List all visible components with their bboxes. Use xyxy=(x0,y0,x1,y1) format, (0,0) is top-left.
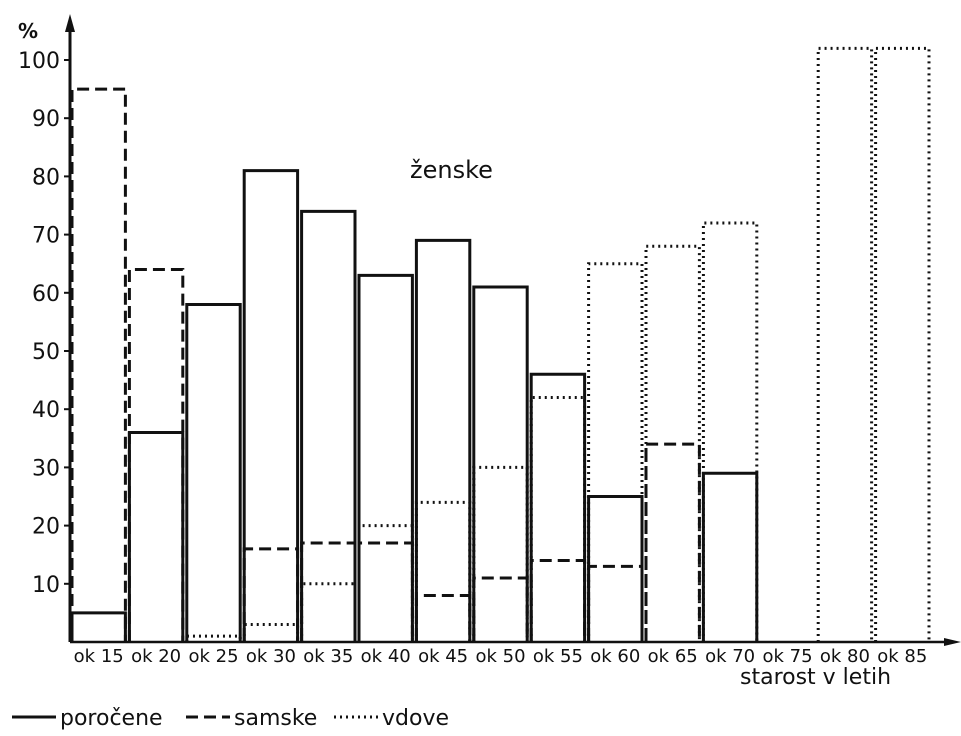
x-tick-label: ok 60 xyxy=(590,646,640,667)
bar-poročene xyxy=(185,302,242,642)
x-axis-label: starost v letih xyxy=(740,665,891,690)
legend-label: vdove xyxy=(382,706,449,731)
x-tick-label: ok 35 xyxy=(303,646,353,667)
bar-poročene xyxy=(70,611,127,642)
y-tick-label: 10 xyxy=(32,573,60,598)
bar-poročene xyxy=(472,285,529,642)
bar-samske xyxy=(414,593,472,642)
bar-poročene xyxy=(242,169,300,642)
bar-vdove xyxy=(529,396,587,642)
bar-poročene xyxy=(300,209,357,642)
bar-vdove xyxy=(816,46,874,642)
x-tick-label: ok 80 xyxy=(820,646,870,667)
x-tick-label: ok 20 xyxy=(131,646,181,667)
chart-title: ženske xyxy=(410,156,493,184)
bar-vdove xyxy=(242,623,300,642)
bar-samske xyxy=(472,576,529,642)
y-tick-label: 60 xyxy=(32,282,60,307)
x-tick-label: ok 65 xyxy=(648,646,698,667)
bar-poročene xyxy=(127,430,185,642)
bar-poročene xyxy=(357,273,414,642)
x-tick-label: ok 40 xyxy=(361,646,411,667)
legend-label: poročene xyxy=(60,706,163,731)
bar-samske xyxy=(529,559,587,642)
bar-vdove xyxy=(874,46,931,642)
x-axis-arrow xyxy=(944,638,961,646)
legend-label: samske xyxy=(234,706,317,731)
y-tick-label: 30 xyxy=(32,456,60,481)
bar-samske xyxy=(70,87,127,642)
bar-poročene xyxy=(529,372,587,642)
x-tick-label: ok 30 xyxy=(246,646,296,667)
x-tick-label: ok 45 xyxy=(418,646,468,667)
bar-poročene xyxy=(414,238,472,642)
bars xyxy=(70,46,931,642)
bar-vdove xyxy=(587,262,644,642)
bar-vdove xyxy=(300,582,357,642)
legend: poročene samske vdove xyxy=(12,706,449,731)
bar-vdove xyxy=(701,221,759,642)
bar-samske xyxy=(127,268,185,642)
y-unit-label: % xyxy=(18,19,38,43)
y-tick-label: 90 xyxy=(32,107,60,132)
axes: 10 20 30 40 50 60 70 80 90 100 ok 15 ok 20 ok 25 ok 3… xyxy=(18,14,961,667)
y-tick-label: 50 xyxy=(32,340,60,365)
bar-samske xyxy=(300,541,357,642)
bar-samske xyxy=(357,541,414,642)
bar-vdove xyxy=(472,465,529,642)
x-tick-label: ok 55 xyxy=(533,646,583,667)
bar-poročene xyxy=(701,471,759,642)
x-tick-label: ok 15 xyxy=(74,646,124,667)
bar-samske xyxy=(587,564,644,642)
x-tick-label: ok 25 xyxy=(188,646,238,667)
x-tick-label: ok 70 xyxy=(705,646,755,667)
y-tick-label: 20 xyxy=(32,515,60,540)
y-axis-arrow xyxy=(65,14,75,32)
x-tick-label: ok 50 xyxy=(475,646,525,667)
y-tick-label: 80 xyxy=(32,165,60,190)
y-tick-label: 40 xyxy=(32,398,60,423)
x-tick-label: ok 85 xyxy=(877,646,927,667)
y-tick-label: 70 xyxy=(32,224,60,249)
bar-poročene xyxy=(587,495,644,642)
bar-samske xyxy=(644,442,701,642)
bar-vdove xyxy=(414,500,472,642)
bar-samske xyxy=(242,547,300,642)
y-tick-label: 100 xyxy=(18,49,60,74)
x-tick-label: ok 75 xyxy=(762,646,812,667)
